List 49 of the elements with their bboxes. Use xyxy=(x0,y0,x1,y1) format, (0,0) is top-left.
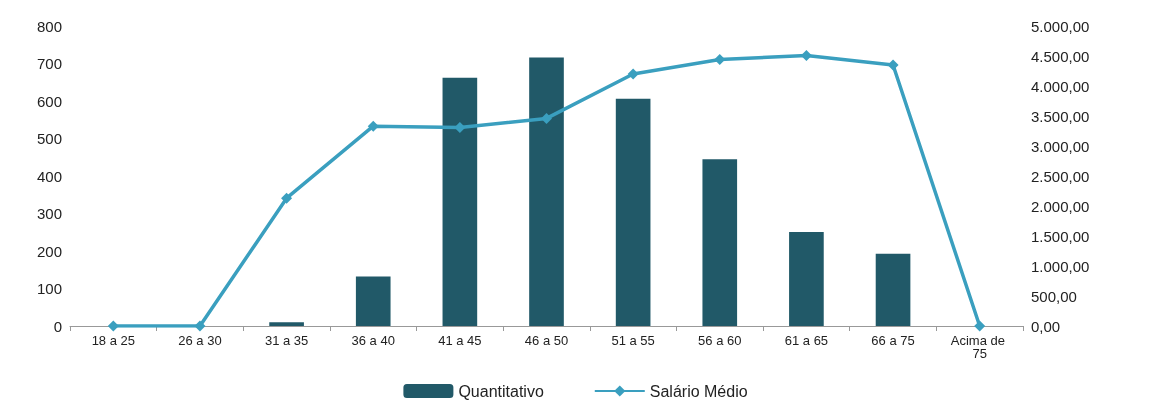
bar xyxy=(269,322,304,326)
y2-tick-label: 2.000,00 xyxy=(1031,197,1090,215)
point xyxy=(974,320,986,332)
y2-tick-label: 2.500,00 xyxy=(1031,167,1090,185)
y2-tick-label: 5.000,00 xyxy=(1031,17,1090,35)
x-tick-label: 26 a 30 xyxy=(178,333,222,348)
x-tick-label: 51 a 55 xyxy=(611,333,655,348)
x-tick-label: 66 a 75 xyxy=(871,333,915,348)
y2-tick-label: 3.000,00 xyxy=(1031,137,1090,155)
x-tick-label: 56 a 60 xyxy=(698,333,742,348)
bar xyxy=(355,276,391,326)
y2-tick-label: 500,00 xyxy=(1031,287,1077,305)
x-tick-label: 36 a 40 xyxy=(351,333,395,348)
x-tick-label: Acima de 75 xyxy=(950,333,1009,361)
x-tick-label: 31 a 35 xyxy=(264,333,309,348)
point xyxy=(281,192,293,204)
y-tick-label: 0 xyxy=(53,317,62,335)
bar xyxy=(615,98,651,326)
point xyxy=(541,112,552,124)
point xyxy=(887,59,899,71)
bar xyxy=(442,77,478,326)
y-tick-label: 400 xyxy=(36,167,62,185)
point xyxy=(367,120,379,132)
y2-tick-label: 1.500,00 xyxy=(1031,227,1090,245)
y-tick-label: 800 xyxy=(36,17,62,35)
bar xyxy=(702,159,738,326)
y-tick-label: 300 xyxy=(36,205,62,222)
y2-tick-label: 1.000,00 xyxy=(1031,257,1090,275)
legend-label: Salário Médio xyxy=(649,382,748,400)
y-tick-label: 200 xyxy=(36,242,62,260)
point xyxy=(627,68,639,80)
y-tick-label: 600 xyxy=(36,92,62,110)
y2-tick-label: 3.500,00 xyxy=(1031,107,1090,125)
y-tick-label: 700 xyxy=(36,55,62,72)
y-tick-label: 500 xyxy=(36,130,62,147)
x-tick-label: 46 a 50 xyxy=(524,333,569,348)
bar xyxy=(529,57,564,326)
bar xyxy=(789,231,824,326)
point xyxy=(107,320,119,332)
y-tick-label: 100 xyxy=(36,280,62,297)
x-tick-label: 41 a 45 xyxy=(438,333,482,348)
x-tick-label: 61 a 65 xyxy=(784,333,829,348)
point xyxy=(194,320,206,332)
bar xyxy=(875,253,911,326)
legend-label: Quantitativo xyxy=(458,382,544,400)
y2-tick-label: 0,00 xyxy=(1031,317,1061,335)
y2-tick-label: 4.000,00 xyxy=(1031,77,1090,95)
y2-tick-label: 4.500,00 xyxy=(1031,47,1090,65)
x-tick-label: 18 a 25 xyxy=(91,333,136,348)
